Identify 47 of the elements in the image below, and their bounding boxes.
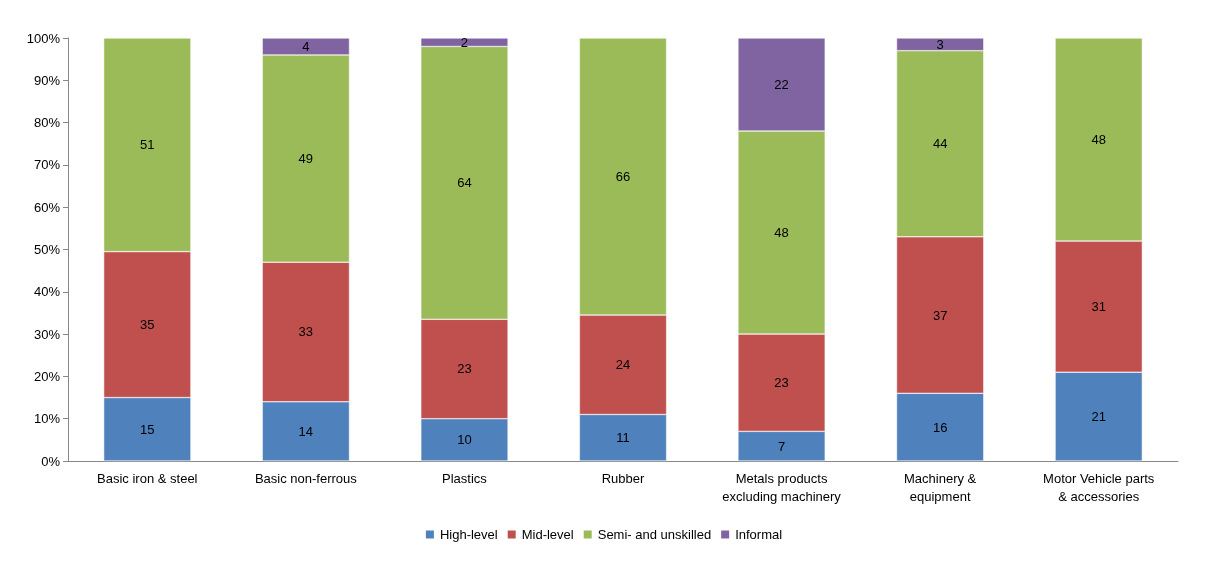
data-label: 37 (932, 307, 948, 323)
data-label: 23 (774, 375, 789, 391)
data-label: 64 (457, 175, 472, 191)
x-tick-label: Basic non-ferrous (254, 470, 358, 486)
y-tick-label: 60% (33, 199, 61, 215)
legend-label: Semi- and unskilled (597, 527, 712, 542)
x-tick-label: Plastics (442, 470, 488, 486)
y-tick-label: 100% (26, 30, 61, 46)
legend-label: Mid-level (521, 527, 574, 542)
data-label: 51 (140, 137, 155, 153)
y-tick-label: 10% (33, 411, 61, 427)
data-label: 3 (936, 36, 944, 52)
data-label: 48 (774, 225, 789, 241)
data-label: 35 (140, 317, 155, 333)
data-label: 49 (298, 151, 314, 167)
y-tick-label: 30% (33, 326, 61, 342)
y-tick-label: 70% (33, 157, 61, 173)
legend-label: High-level (439, 527, 498, 542)
data-label: 14 (298, 423, 314, 439)
data-label: 66 (615, 169, 631, 185)
x-tick-label: Basic iron & steel (97, 470, 198, 486)
data-label: 48 (1091, 132, 1106, 148)
data-label: 16 (932, 419, 948, 435)
x-tick-label: Metals products excluding machinery (722, 470, 842, 504)
data-label: 7 (777, 438, 786, 454)
data-label: 33 (298, 324, 314, 340)
y-tick-label: 0% (41, 453, 61, 469)
x-tick-label: Motor Vehicle parts & accessories (1043, 470, 1155, 504)
data-label: 24 (615, 357, 631, 373)
y-tick-label: 80% (33, 115, 61, 131)
data-label: 11 (616, 430, 630, 446)
y-tick-label: 40% (33, 284, 61, 300)
x-tick-label: Machinery & equipment (904, 470, 977, 504)
data-label: 44 (932, 136, 948, 152)
data-label: 4 (302, 38, 310, 54)
y-tick-label: 90% (33, 72, 61, 88)
data-label: 2 (460, 34, 469, 50)
data-label: 31 (1091, 299, 1106, 315)
y-tick-label: 50% (33, 242, 61, 257)
data-label: 22 (774, 77, 789, 93)
data-label: 21 (1091, 409, 1106, 425)
legend-label: Informal (735, 527, 783, 542)
data-label: 10 (457, 432, 472, 448)
data-label: 15 (140, 421, 155, 437)
x-tick-label: Rubber (601, 470, 645, 486)
data-label: 23 (457, 361, 472, 377)
y-tick-label: 20% (33, 368, 61, 384)
